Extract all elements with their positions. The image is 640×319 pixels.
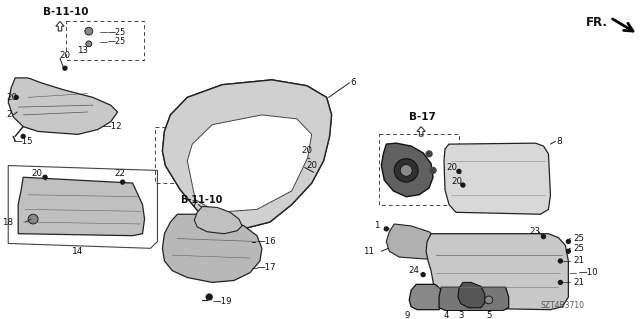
Polygon shape <box>444 143 550 214</box>
Text: —17: —17 <box>257 263 276 272</box>
Circle shape <box>384 227 388 231</box>
Circle shape <box>566 249 570 253</box>
Circle shape <box>309 158 312 161</box>
Text: 13: 13 <box>77 46 88 55</box>
Polygon shape <box>439 287 509 311</box>
Text: 9: 9 <box>404 311 410 319</box>
Circle shape <box>121 180 125 184</box>
Polygon shape <box>417 127 426 136</box>
Text: 20: 20 <box>451 177 462 186</box>
Text: FR.: FR. <box>586 16 608 29</box>
Text: B-17: B-17 <box>409 112 436 122</box>
Text: —25: —25 <box>108 37 126 46</box>
Text: 22: 22 <box>115 169 125 178</box>
Text: 2: 2 <box>6 110 12 119</box>
Text: 20: 20 <box>307 161 317 170</box>
Polygon shape <box>56 21 64 31</box>
Circle shape <box>566 240 570 243</box>
Text: 25: 25 <box>573 234 584 243</box>
Text: 20: 20 <box>31 169 42 178</box>
Text: —10: —10 <box>579 268 598 277</box>
Polygon shape <box>194 178 202 188</box>
Circle shape <box>14 95 18 99</box>
Text: 18: 18 <box>2 218 13 226</box>
Polygon shape <box>426 234 568 310</box>
Circle shape <box>28 214 38 224</box>
Text: 7: 7 <box>192 200 197 209</box>
Circle shape <box>86 41 92 47</box>
Polygon shape <box>409 284 444 310</box>
Text: 21: 21 <box>573 278 584 287</box>
Circle shape <box>85 27 93 35</box>
Polygon shape <box>458 282 484 308</box>
Text: SZT4B3710: SZT4B3710 <box>541 301 584 310</box>
Circle shape <box>43 175 47 179</box>
Circle shape <box>484 296 493 304</box>
Text: 23: 23 <box>529 227 541 236</box>
Polygon shape <box>195 206 242 234</box>
Circle shape <box>559 280 563 284</box>
Circle shape <box>21 134 25 138</box>
Polygon shape <box>381 143 433 197</box>
Text: 20: 20 <box>59 51 70 60</box>
Text: —19: —19 <box>212 297 232 306</box>
Circle shape <box>313 172 316 175</box>
Circle shape <box>426 151 432 157</box>
Circle shape <box>541 235 545 239</box>
Polygon shape <box>8 78 118 134</box>
Bar <box>380 134 459 204</box>
Text: —15: —15 <box>13 137 33 146</box>
Text: 14: 14 <box>72 247 84 256</box>
Text: —12: —12 <box>103 122 122 131</box>
Circle shape <box>461 183 465 187</box>
Polygon shape <box>163 214 262 282</box>
Text: 8: 8 <box>556 137 562 146</box>
Polygon shape <box>18 177 145 236</box>
Text: —25: —25 <box>108 28 126 37</box>
Text: 20: 20 <box>301 146 313 155</box>
Text: 5: 5 <box>486 311 492 319</box>
Text: 6: 6 <box>351 78 356 87</box>
Text: 20: 20 <box>446 163 457 172</box>
Circle shape <box>63 66 67 70</box>
Text: 11: 11 <box>364 247 374 256</box>
Text: 4: 4 <box>444 311 449 319</box>
Circle shape <box>457 169 461 173</box>
Text: B-11-10: B-11-10 <box>43 7 88 17</box>
Circle shape <box>206 294 212 300</box>
Circle shape <box>394 159 418 182</box>
Bar <box>66 21 143 60</box>
Text: 3: 3 <box>458 311 463 319</box>
Bar <box>156 127 235 183</box>
Circle shape <box>400 165 412 176</box>
Polygon shape <box>163 80 332 228</box>
Text: 25: 25 <box>573 244 584 253</box>
Text: B-11-10: B-11-10 <box>180 195 223 204</box>
Circle shape <box>559 259 563 263</box>
Text: 21: 21 <box>573 256 584 265</box>
Text: 24: 24 <box>408 266 419 275</box>
Text: 1: 1 <box>374 221 380 230</box>
Text: 20: 20 <box>6 93 17 102</box>
Circle shape <box>421 273 425 277</box>
Circle shape <box>430 167 436 173</box>
Text: —16: —16 <box>257 237 276 246</box>
Polygon shape <box>387 224 443 259</box>
Polygon shape <box>188 115 312 212</box>
